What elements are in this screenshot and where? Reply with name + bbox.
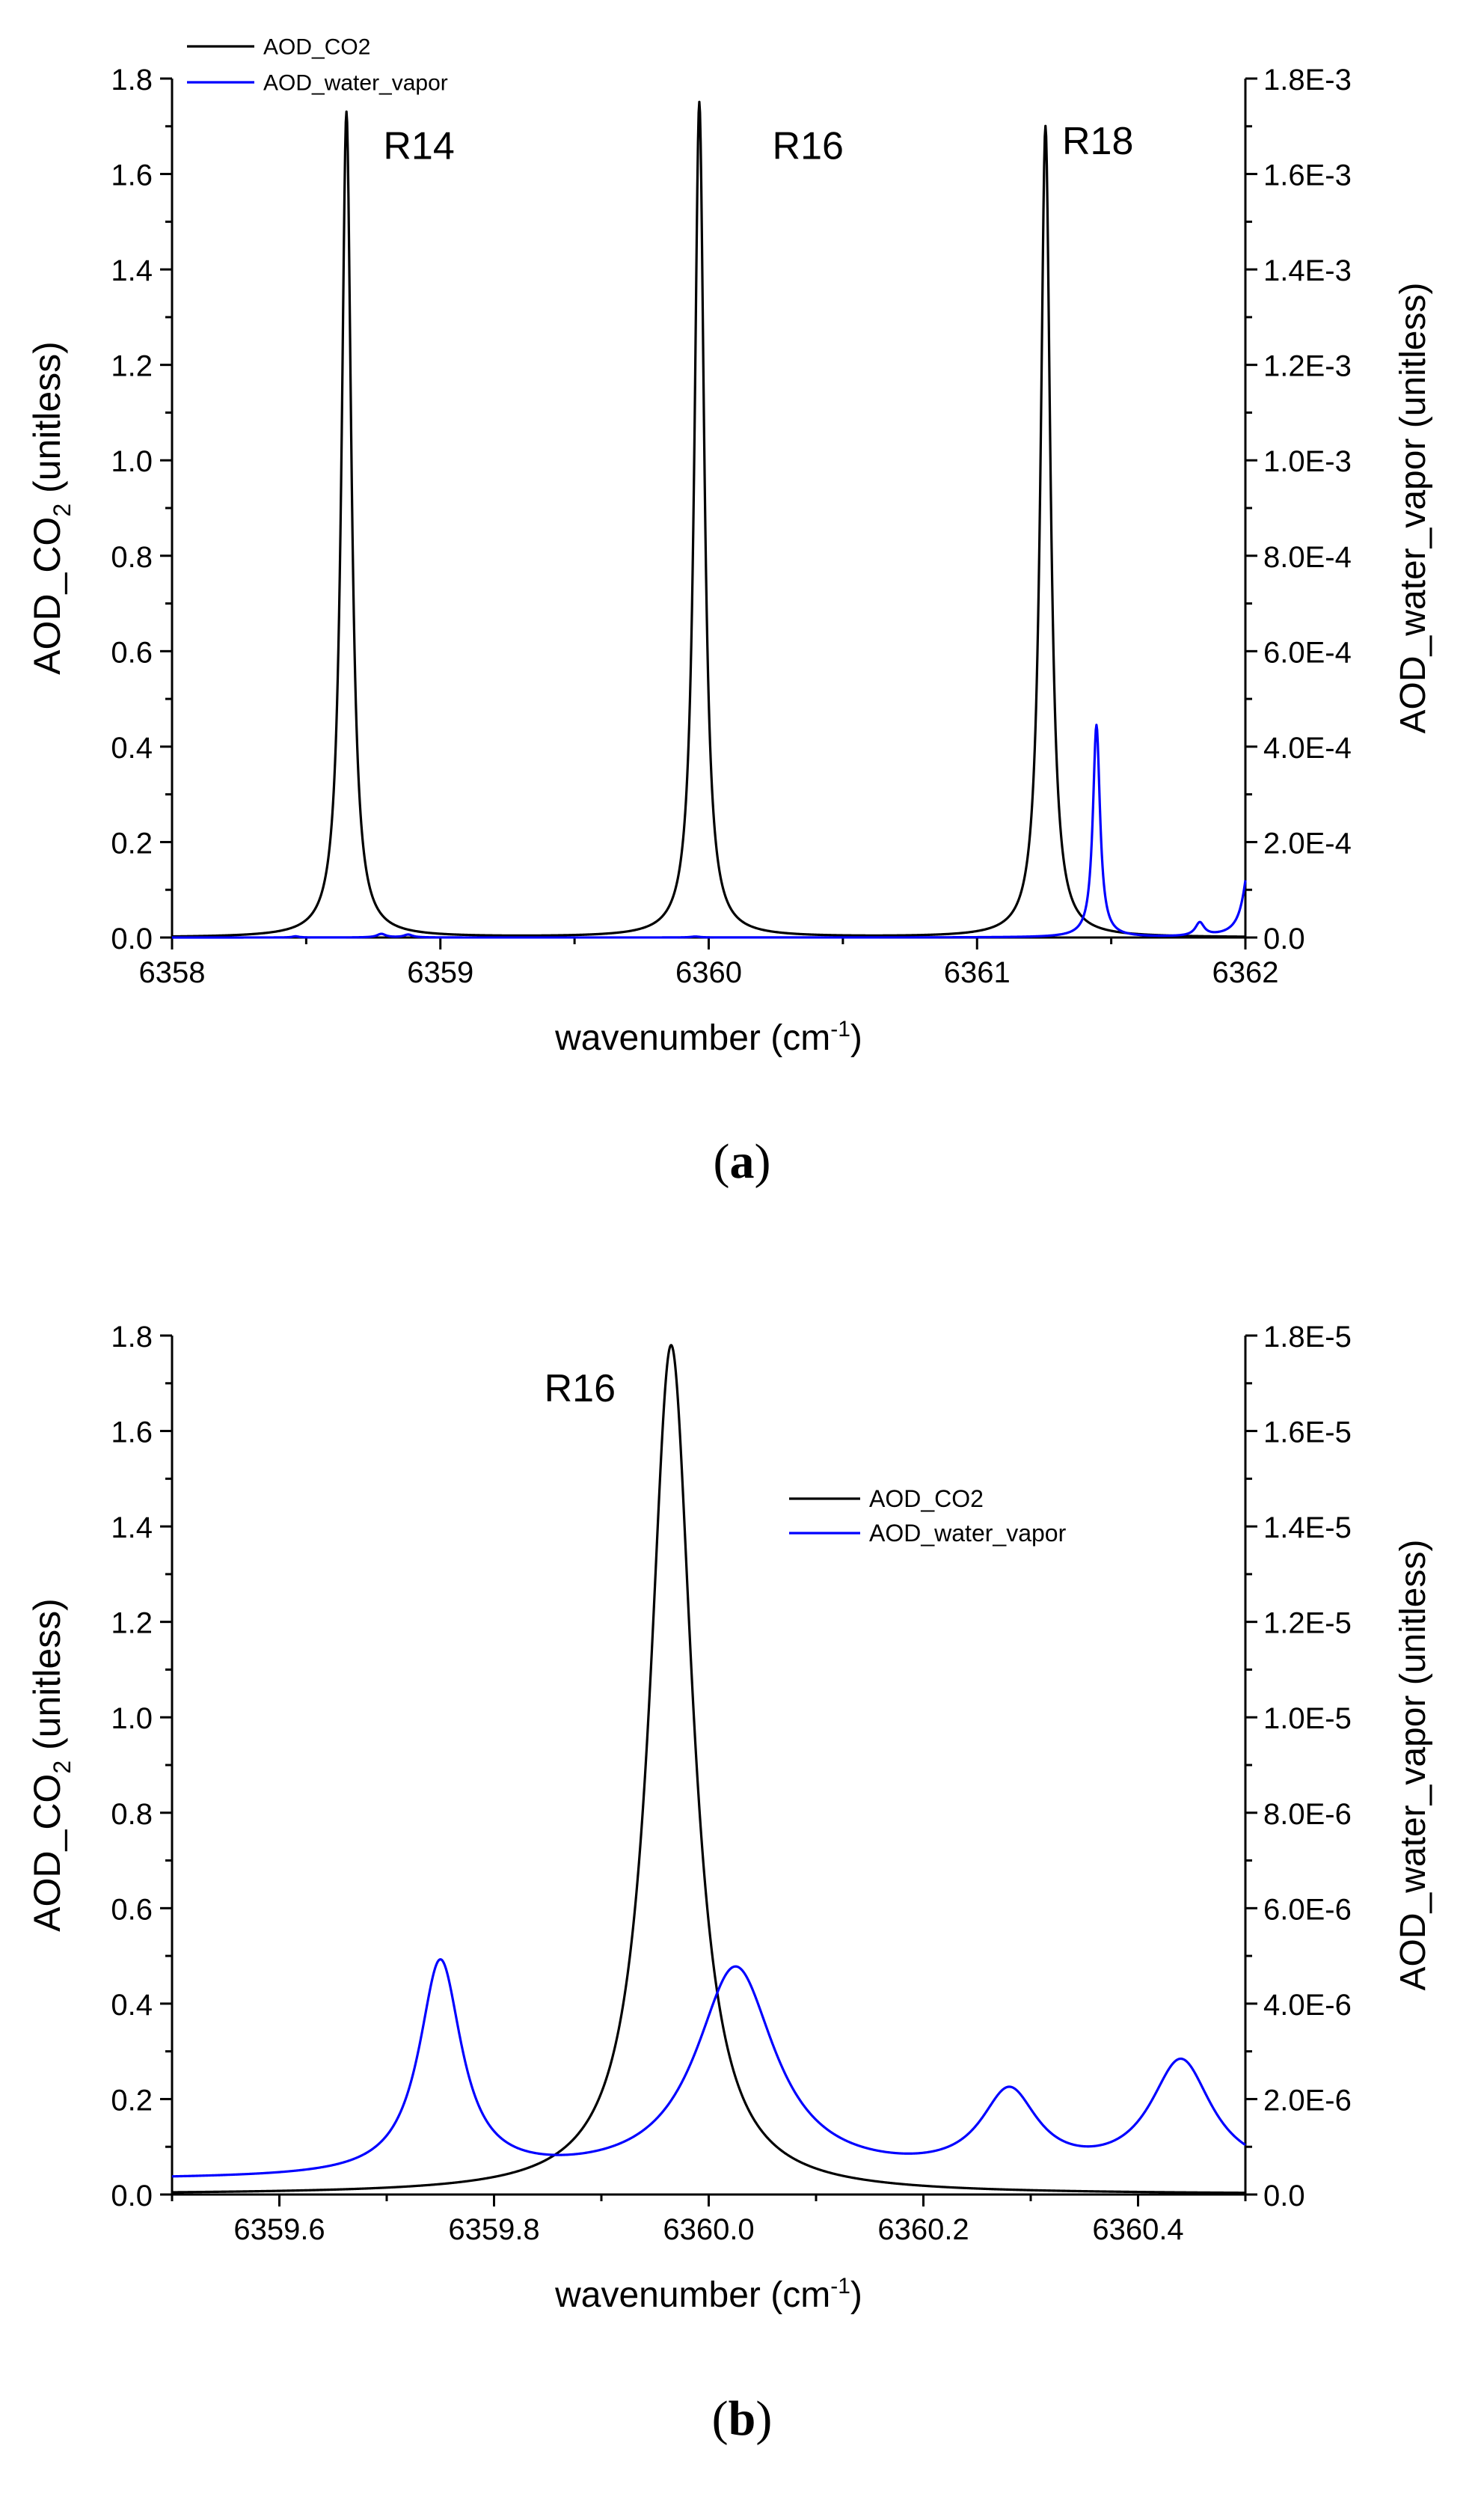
y-tick-label-right-b: 1.8E-5 (1263, 1321, 1352, 1354)
chart-panel-a: 0.0 0.2 0.4 0.6 0.8 1.0 1.2 1.4 1.6 1.8 0.0 2.0E-4 4… (26, 35, 1433, 1059)
y-tick-label-left-a: 1.4 (111, 254, 153, 287)
y-tick-label-left-a: 0.0 (111, 923, 153, 955)
y-tick-label-right-a: 2.0E-4 (1263, 827, 1352, 860)
y-tick-label-right-b: 4.0E-6 (1263, 1989, 1352, 2022)
y-tick-label-right-a: 6.0E-4 (1263, 636, 1352, 669)
peak-label-r18-a: R18 (1062, 120, 1133, 163)
y-tick-label-left-a: 1.6 (111, 159, 153, 192)
legend-label-b: AOD_water_vapor (869, 1520, 1067, 1547)
x-tick-label-a: 6359 (407, 956, 473, 989)
legend-label-a: AOD_water_vapor (263, 71, 448, 96)
x-tick-label-b: 6359.6 (233, 2213, 325, 2246)
y-tick-label-left-b: 1.8 (111, 1321, 153, 1354)
y-tick-label-left-b: 1.6 (111, 1416, 153, 1449)
y-tick-label-left-b: 1.4 (111, 1511, 153, 1544)
y-tick-label-left-b: 1.0 (111, 1702, 153, 1735)
y-tick-label-right-a: 1.8E-3 (1263, 64, 1352, 97)
y-tick-label-right-b: 1.4E-5 (1263, 1511, 1352, 1544)
legend-label-a: AOD_CO2 (263, 35, 370, 60)
y-tick-label-left-b: 0.8 (111, 1798, 153, 1831)
y-tick-label-right-b: 8.0E-6 (1263, 1798, 1352, 1831)
y-tick-label-left-b: 1.2 (111, 1607, 153, 1640)
legend-label-b: AOD_CO2 (869, 1485, 984, 1512)
y-axis-label-right-b: AOD_water_vapor (unitless) (1393, 1540, 1433, 1991)
y-tick-label-right-b: 1.6E-5 (1263, 1416, 1352, 1449)
x-tick-label-a: 6362 (1212, 956, 1279, 989)
x-tick-label-b: 6360.4 (1092, 2213, 1183, 2246)
series-line-water-vapor-a (171, 724, 1247, 939)
y-tick-label-right-a: 8.0E-4 (1263, 541, 1352, 574)
y-tick-label-right-a: 1.0E-3 (1263, 445, 1352, 478)
x-tick-label-a: 6358 (139, 956, 206, 989)
y-tick-label-left-b: 0.2 (111, 2084, 153, 2117)
x-tick-label-b: 6359.8 (448, 2213, 539, 2246)
y-tick-label-right-b: 1.0E-5 (1263, 1702, 1352, 1735)
y-tick-label-right-a: 1.2E-3 (1263, 350, 1352, 383)
x-tick-label-b: 6360.0 (663, 2213, 754, 2246)
y-tick-label-right-b: 0.0 (1263, 2180, 1305, 2212)
y-tick-label-right-a: 4.0E-4 (1263, 732, 1352, 765)
x-tick-label-a: 6360 (675, 956, 742, 989)
y-axis-label-left-a: AOD_CO2 (unitless) (26, 341, 76, 675)
peak-label-r16-b: R16 (545, 1367, 616, 1410)
y-tick-label-right-b: 1.2E-5 (1263, 1607, 1352, 1640)
y-tick-label-left-a: 0.6 (111, 636, 153, 669)
y-tick-label-left-b: 0.6 (111, 1893, 153, 1926)
x-axis-label-b: wavenumber (cm-1) (554, 2274, 862, 2315)
y-tick-label-left-a: 0.4 (111, 732, 153, 765)
x-tick-label-a: 6361 (944, 956, 1011, 989)
caption-a: (a) (713, 1134, 771, 1189)
y-tick-label-left-a: 1.2 (111, 350, 153, 383)
y-tick-label-left-a: 0.8 (111, 541, 153, 574)
y-tick-label-left-b: 0.0 (111, 2180, 153, 2212)
y-axis-label-left-b: AOD_CO2 (unitless) (26, 1598, 76, 1932)
y-tick-label-right-a: 0.0 (1263, 923, 1305, 955)
peak-label-r14-a: R14 (383, 124, 454, 168)
y-tick-label-left-a: 0.2 (111, 827, 153, 860)
y-tick-label-left-a: 1.0 (111, 445, 153, 478)
x-tick-label-b: 6360.2 (877, 2213, 969, 2246)
series-line-co2-a (171, 100, 1246, 938)
y-tick-label-right-a: 1.4E-3 (1263, 254, 1352, 287)
y-tick-label-right-b: 6.0E-6 (1263, 1893, 1352, 1926)
y-tick-label-left-b: 0.4 (111, 1989, 153, 2022)
series-line-co2-b (171, 1344, 1246, 2195)
chart-panel-b: 0.0 0.2 0.4 0.6 0.8 1.0 1.2 1.4 1.6 1.8 0.0 2.0E-6 4… (26, 1321, 1433, 2315)
y-tick-label-left-a: 1.8 (111, 64, 153, 97)
peak-label-r16-a: R16 (773, 124, 844, 168)
series-line-water-vapor-b (171, 1958, 1246, 2178)
y-axis-label-right-a: AOD_water_vapor (unitless) (1393, 283, 1433, 734)
y-tick-label-right-a: 1.6E-3 (1263, 159, 1352, 192)
y-tick-label-right-b: 2.0E-6 (1263, 2084, 1352, 2117)
x-axis-label-a: wavenumber (cm-1) (554, 1017, 862, 1058)
caption-b: (b) (711, 2391, 773, 2446)
